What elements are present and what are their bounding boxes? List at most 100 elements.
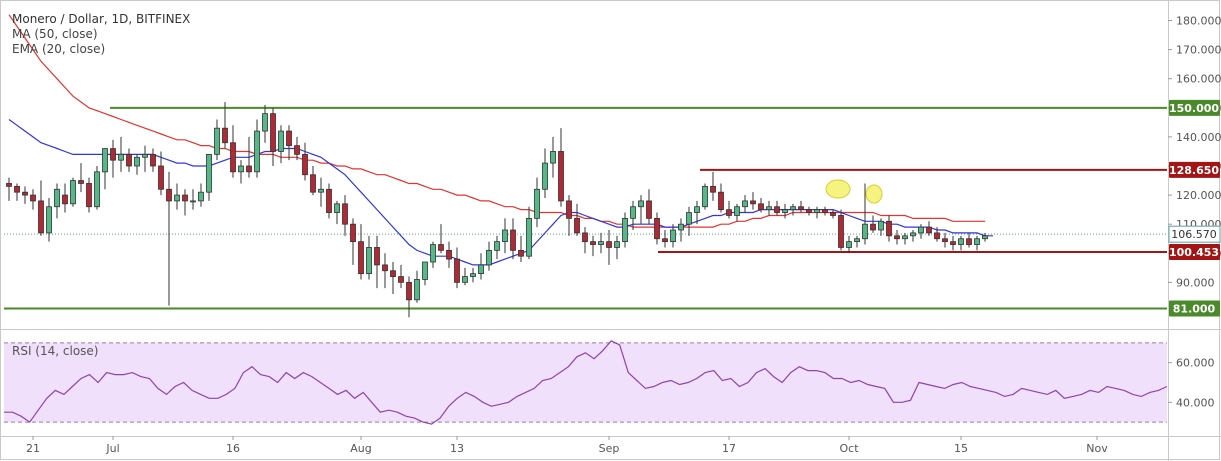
ma-legend[interactable]: MA (50, close) bbox=[12, 27, 98, 41]
candle-up bbox=[670, 229, 676, 243]
x-tick-label: Nov bbox=[1086, 442, 1108, 455]
candle-down bbox=[710, 185, 716, 193]
candle-up bbox=[118, 153, 124, 161]
candle-up bbox=[238, 165, 244, 173]
candle-up bbox=[462, 276, 468, 283]
symbol-title[interactable]: Monero / Dollar, 1D, BITFINEX bbox=[12, 12, 191, 26]
candle-up bbox=[918, 226, 924, 234]
candle-up bbox=[862, 223, 868, 240]
candle-down bbox=[286, 130, 292, 147]
candle-down bbox=[182, 194, 188, 202]
candle-down bbox=[582, 232, 588, 243]
last-price-tag bbox=[1168, 225, 1221, 243]
y-tick-label: 140.000 bbox=[1176, 131, 1221, 144]
candle-up bbox=[174, 194, 180, 202]
candle-up bbox=[982, 235, 988, 240]
x-tick-label: Sep bbox=[599, 442, 620, 455]
candle-down bbox=[750, 200, 756, 205]
candle-up bbox=[742, 200, 748, 208]
y-tick-label: 170.000 bbox=[1176, 44, 1221, 57]
candle-down bbox=[86, 183, 92, 208]
candle-down bbox=[558, 151, 564, 202]
candle-up bbox=[598, 241, 604, 245]
candle-down bbox=[230, 142, 236, 173]
candle-up bbox=[734, 206, 740, 216]
candle-up bbox=[958, 238, 964, 245]
candle-up bbox=[486, 249, 492, 266]
candle-down bbox=[270, 113, 276, 152]
level-tag bbox=[1169, 300, 1220, 317]
rsi-legend[interactable]: RSI (14, close) bbox=[12, 344, 99, 358]
candle-down bbox=[726, 209, 732, 216]
candle-up bbox=[94, 171, 100, 208]
candle-up bbox=[422, 261, 428, 280]
candle-down bbox=[646, 200, 652, 219]
candle-down bbox=[310, 174, 316, 193]
candle-down bbox=[822, 209, 828, 213]
candle-down bbox=[78, 180, 84, 184]
candle-down bbox=[454, 258, 460, 283]
candle-down bbox=[894, 235, 900, 240]
chart-legend: Monero / Dollar, 1D, BITFINEX MA (50, cl… bbox=[12, 12, 190, 57]
x-tick-label: Aug bbox=[350, 442, 371, 455]
candle-down bbox=[942, 238, 948, 243]
candle-up bbox=[686, 212, 692, 225]
candle-down bbox=[438, 244, 444, 251]
candle-up bbox=[366, 247, 372, 275]
candle-up bbox=[478, 264, 484, 275]
candle-down bbox=[606, 241, 612, 248]
candle-up bbox=[54, 188, 60, 208]
candle-up bbox=[782, 209, 788, 213]
candle-up bbox=[678, 223, 684, 231]
candle-up bbox=[878, 220, 884, 231]
candle-down bbox=[838, 215, 844, 248]
ema-legend[interactable]: EMA (20, close) bbox=[12, 42, 106, 56]
candle-up bbox=[262, 113, 268, 132]
candle-up bbox=[902, 235, 908, 240]
x-tick-label: 16 bbox=[226, 442, 240, 455]
x-tick-label: Oct bbox=[839, 442, 859, 455]
candle-down bbox=[934, 232, 940, 240]
candle-down bbox=[950, 241, 956, 245]
candle-down bbox=[302, 153, 308, 176]
candle-down bbox=[926, 226, 932, 234]
rsi-band bbox=[4, 342, 1167, 423]
candle-up bbox=[702, 185, 708, 208]
candle-up bbox=[102, 148, 108, 173]
candle-up bbox=[206, 153, 212, 193]
candle-up bbox=[790, 206, 796, 211]
candle-up bbox=[630, 206, 636, 219]
candle-up bbox=[526, 217, 532, 257]
rsi-line bbox=[4, 340, 1168, 425]
candle-down bbox=[294, 145, 300, 155]
level-tag-label: 150.000 bbox=[1169, 102, 1219, 115]
level-tag bbox=[1169, 243, 1220, 260]
candle-up bbox=[846, 241, 852, 248]
highlight-marker bbox=[865, 184, 883, 204]
candle-down bbox=[574, 217, 580, 234]
candle-down bbox=[510, 229, 516, 251]
y-tick-label: 120.000 bbox=[1176, 189, 1221, 202]
candle-up bbox=[278, 130, 284, 152]
candle-down bbox=[382, 264, 388, 272]
highlight-marker bbox=[825, 179, 851, 199]
candle-down bbox=[966, 238, 972, 245]
candle-down bbox=[518, 249, 524, 257]
candle-up bbox=[550, 151, 556, 164]
candle-up bbox=[46, 206, 52, 234]
candle-up bbox=[502, 229, 508, 243]
candle-down bbox=[446, 249, 452, 260]
candle-down bbox=[126, 153, 132, 167]
candle-up bbox=[318, 188, 324, 193]
candle-down bbox=[566, 200, 572, 219]
candle-down bbox=[246, 165, 252, 173]
candle-down bbox=[342, 203, 348, 225]
candle-down bbox=[62, 194, 68, 205]
candle-down bbox=[166, 188, 172, 202]
x-tick-label: 15 bbox=[954, 442, 968, 455]
candle-down bbox=[150, 153, 156, 167]
level-tag bbox=[1169, 99, 1220, 116]
candle-down bbox=[22, 191, 28, 196]
candle-down bbox=[38, 200, 44, 234]
